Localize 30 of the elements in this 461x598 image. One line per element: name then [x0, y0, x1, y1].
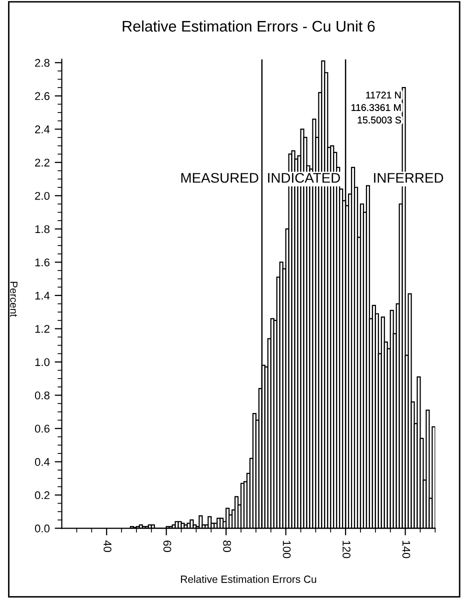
x-tick-label: 40 [104, 540, 112, 552]
x-tick-label: 120 [342, 540, 350, 558]
y-tick-label: 1.2 [35, 324, 50, 333]
x-tick-label: 60 [163, 540, 172, 552]
annotation: 116.3361 M [352, 104, 401, 111]
y-tick-label: 2.8 [35, 58, 50, 67]
y-tick-label: 0.0 [34, 524, 50, 532]
y-tick-label: 0.6 [34, 424, 50, 433]
annotation: 11721 N [366, 92, 401, 98]
x-tick-label: 100 [282, 540, 291, 558]
annotation: INDICATED [268, 172, 340, 183]
y-tick-label: 2.4 [35, 125, 50, 134]
y-tick-label: 0.4 [34, 458, 50, 466]
y-tick-label: 0.2 [34, 491, 50, 500]
y-tick-label: 0.8 [34, 392, 50, 400]
annotation: INFERRED [374, 173, 444, 183]
x-axis-title: Relative Estimation Errors Cu [181, 575, 316, 583]
x-tick-label: 80 [223, 540, 231, 552]
x-tick-label: 140 [402, 540, 410, 558]
chart-title: Relative Estimation Errors - Cu Unit 6 [122, 20, 375, 32]
y-tick-label: 1.6 [35, 258, 50, 266]
y-tick-label: 1.0 [35, 358, 50, 366]
annotation: MEASURED [181, 172, 258, 183]
y-tick-label: 1.8 [35, 225, 50, 234]
y-axis-title: Percent [10, 282, 18, 317]
annotation: 15.5003 S [358, 116, 401, 124]
y-tick-label: 2.6 [35, 92, 50, 100]
y-tick-label: 2.0 [35, 192, 50, 200]
y-tick-label: 1.4 [35, 292, 50, 300]
y-tick-label: 2.2 [35, 158, 50, 166]
